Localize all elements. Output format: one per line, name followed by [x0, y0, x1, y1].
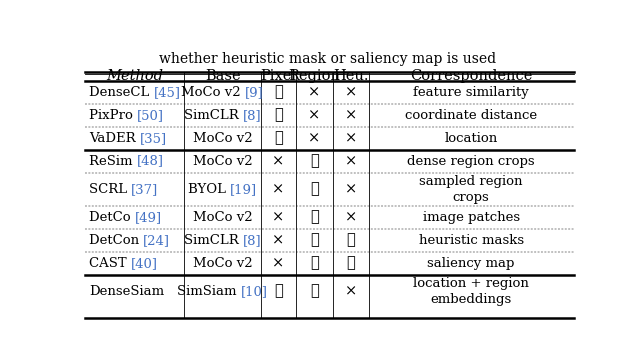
Text: ✓: ✓	[310, 233, 319, 247]
Text: ✓: ✓	[346, 256, 355, 270]
Text: ✓: ✓	[310, 256, 319, 270]
Text: [24]: [24]	[143, 234, 170, 247]
Text: ×: ×	[345, 284, 357, 298]
Text: ×: ×	[272, 154, 285, 168]
Text: coordinate distance: coordinate distance	[405, 108, 537, 122]
Text: ×: ×	[345, 131, 357, 145]
Text: dense region crops: dense region crops	[407, 155, 535, 167]
Text: Heu.: Heu.	[333, 70, 369, 83]
Text: [45]: [45]	[154, 86, 180, 99]
Text: ✓: ✓	[274, 284, 283, 298]
Text: ×: ×	[308, 108, 321, 122]
Text: location: location	[444, 132, 498, 145]
Text: ×: ×	[272, 210, 285, 224]
Text: [8]: [8]	[243, 234, 261, 247]
Text: feature similarity: feature similarity	[413, 86, 529, 99]
Text: ✓: ✓	[310, 182, 319, 196]
Text: location + region
embeddings: location + region embeddings	[413, 277, 529, 306]
Text: SCRL: SCRL	[89, 183, 131, 195]
Text: SimCLR: SimCLR	[184, 108, 243, 122]
Text: saliency map: saliency map	[428, 257, 515, 270]
Text: VaDER: VaDER	[89, 132, 140, 145]
Text: Base: Base	[205, 70, 241, 83]
Text: [48]: [48]	[137, 155, 164, 167]
Text: ReSim: ReSim	[89, 155, 137, 167]
Text: [49]: [49]	[135, 211, 162, 223]
Text: ×: ×	[345, 108, 357, 122]
Text: ✓: ✓	[274, 85, 283, 99]
Text: ×: ×	[345, 154, 357, 168]
Text: MoCo v2: MoCo v2	[193, 155, 252, 167]
Text: ×: ×	[308, 131, 321, 145]
Text: [8]: [8]	[243, 108, 261, 122]
Text: Method: Method	[106, 70, 163, 83]
Text: ×: ×	[272, 182, 285, 196]
Text: SimSiam: SimSiam	[177, 285, 241, 298]
Text: ✓: ✓	[274, 131, 283, 145]
Text: SimCLR: SimCLR	[184, 234, 243, 247]
Text: ✓: ✓	[310, 284, 319, 298]
Text: CAST: CAST	[89, 257, 131, 270]
Text: ×: ×	[345, 85, 357, 99]
Text: ✓: ✓	[310, 154, 319, 168]
Text: ×: ×	[308, 85, 321, 99]
Text: BYOL: BYOL	[188, 183, 230, 195]
Text: ✓: ✓	[346, 233, 355, 247]
Text: Region: Region	[289, 70, 340, 83]
Text: ×: ×	[345, 182, 357, 196]
Text: [19]: [19]	[230, 183, 257, 195]
Text: [35]: [35]	[140, 132, 167, 145]
Text: [10]: [10]	[241, 285, 268, 298]
Text: ×: ×	[345, 210, 357, 224]
Text: PixPro: PixPro	[89, 108, 137, 122]
Text: [50]: [50]	[137, 108, 164, 122]
Text: MoCo v2: MoCo v2	[193, 211, 252, 223]
Text: [40]: [40]	[131, 257, 158, 270]
Text: DetCon: DetCon	[89, 234, 143, 247]
Text: Correspondence: Correspondence	[410, 70, 532, 83]
Text: DenseSiam: DenseSiam	[89, 285, 164, 298]
Text: MoCo v2: MoCo v2	[181, 86, 245, 99]
Text: ×: ×	[272, 256, 285, 270]
Text: sampled region
crops: sampled region crops	[419, 175, 523, 203]
Text: ✓: ✓	[274, 108, 283, 122]
Text: whether heuristic mask or saliency map is used: whether heuristic mask or saliency map i…	[159, 52, 497, 66]
Text: [9]: [9]	[245, 86, 264, 99]
Text: DenseCL: DenseCL	[89, 86, 154, 99]
Text: image patches: image patches	[422, 211, 520, 223]
Text: MoCo v2: MoCo v2	[193, 257, 252, 270]
Text: ×: ×	[272, 233, 285, 247]
Text: Pixel: Pixel	[260, 70, 296, 83]
Text: heuristic masks: heuristic masks	[419, 234, 524, 247]
Text: [37]: [37]	[131, 183, 159, 195]
Text: DetCo: DetCo	[89, 211, 135, 223]
Text: MoCo v2: MoCo v2	[193, 132, 252, 145]
Text: ✓: ✓	[310, 210, 319, 224]
